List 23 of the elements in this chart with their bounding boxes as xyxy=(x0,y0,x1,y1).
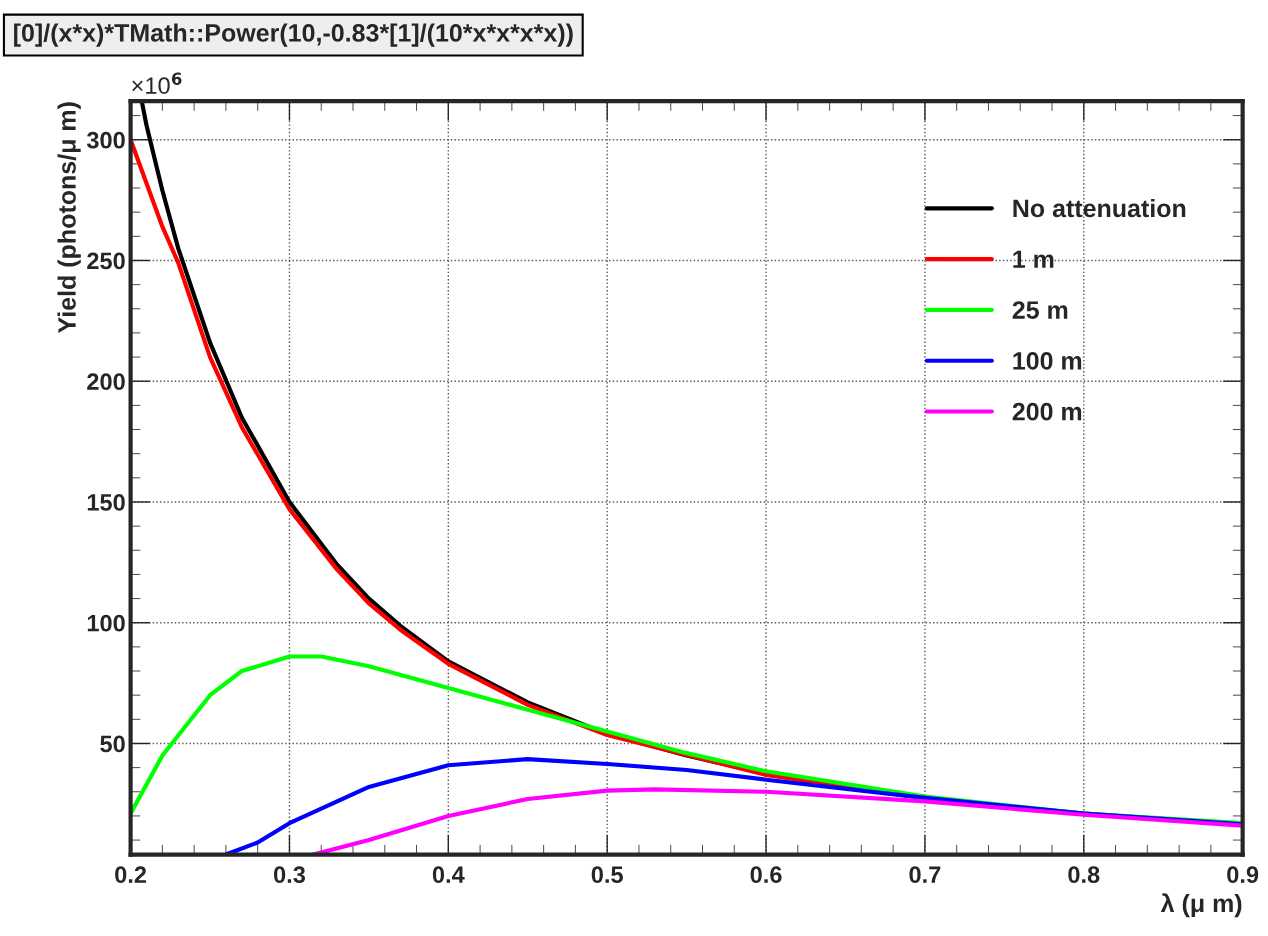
legend-label: 100 m xyxy=(1013,352,1082,370)
x-tick-label: 0.9 xyxy=(1227,866,1259,884)
y-tick-label: 150 xyxy=(87,494,125,511)
text: ×10$^{6}$ xyxy=(132,72,182,94)
y-tick-label: 300 xyxy=(86,131,125,149)
x-tick-label: 0.7 xyxy=(909,866,941,884)
y-tick-label: 100 xyxy=(87,614,125,632)
legend-label: 200 m xyxy=(1012,402,1082,421)
x-axis-title: λ (μ m) xyxy=(1160,893,1242,918)
legend-label: No attenuation xyxy=(1013,198,1186,218)
x-tick-label: 0.4 xyxy=(432,866,465,884)
x-tick-label: 0.2 xyxy=(115,866,147,884)
x-tick-label: 0.8 xyxy=(1068,866,1100,884)
x-tick-label: 0.6 xyxy=(750,866,782,884)
y-tick-label: 50 xyxy=(100,735,125,753)
y-tick-label: 200 xyxy=(87,373,125,391)
y-axis-title: Yield (photons/μ m) xyxy=(57,102,81,334)
x-tick-label: 0.3 xyxy=(273,866,306,884)
x-tick-label: 0.5 xyxy=(591,866,623,884)
y-tick-label: 250 xyxy=(87,252,125,270)
legend-label: 1 m xyxy=(1013,250,1054,268)
legend-label: 25 m xyxy=(1012,301,1068,319)
chart-title: [0]/(x*x)*TMath::Power(10,-0.83*[1]/(10*x*x*x*x)) xyxy=(14,23,573,47)
